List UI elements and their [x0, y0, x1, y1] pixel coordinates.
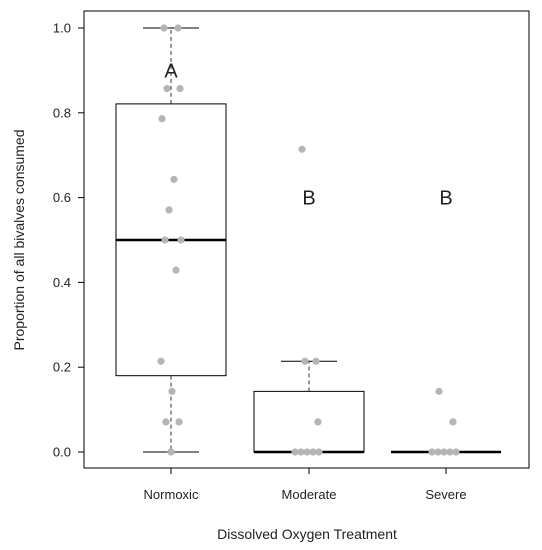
data-point	[291, 448, 299, 456]
data-point	[163, 85, 171, 93]
y-axis: 0.0 0.2 0.4 0.6 0.8 1.0	[53, 21, 85, 460]
point-series	[157, 24, 460, 456]
x-tick-label: Moderate	[282, 487, 337, 502]
group-letters: A B B	[164, 60, 452, 209]
data-point	[162, 418, 170, 426]
data-point	[177, 236, 185, 244]
data-point	[167, 448, 175, 456]
x-axis: Normoxic Moderate Severe	[144, 467, 467, 502]
data-point	[165, 206, 173, 214]
data-point	[312, 357, 320, 365]
box-moderate	[253, 360, 365, 454]
data-point	[157, 357, 165, 365]
data-point	[158, 115, 166, 123]
box-iqr	[253, 390, 365, 453]
x-tick-label: Severe	[425, 487, 466, 502]
data-point	[160, 24, 168, 32]
data-point	[172, 266, 180, 274]
data-point	[168, 387, 176, 395]
group-letter: A	[164, 60, 178, 82]
data-point	[446, 448, 454, 456]
data-point	[440, 448, 448, 456]
data-point	[174, 24, 182, 32]
x-axis-title: Dissolved Oxygen Treatment	[217, 526, 397, 542]
data-point	[314, 418, 322, 426]
data-point	[161, 236, 169, 244]
data-point	[298, 145, 306, 153]
data-point	[428, 448, 436, 456]
y-tick-label: 0.6	[53, 190, 71, 205]
y-tick-label: 1.0	[53, 21, 71, 36]
data-point	[176, 85, 184, 93]
data-point	[303, 448, 311, 456]
data-point	[449, 418, 457, 426]
group-letter: B	[439, 188, 452, 210]
y-tick-label: 0.2	[53, 360, 71, 375]
data-point	[434, 448, 442, 456]
group-letter: B	[302, 188, 315, 210]
data-point	[309, 448, 317, 456]
y-tick-label: 0.4	[53, 275, 71, 290]
data-point	[435, 387, 443, 395]
y-tick-label: 0.0	[53, 445, 71, 460]
data-point	[297, 448, 305, 456]
box-normoxic	[115, 27, 227, 453]
data-point	[175, 418, 183, 426]
data-point	[315, 448, 323, 456]
box-series	[115, 27, 501, 454]
x-tick-label: Normoxic	[144, 487, 199, 502]
y-axis-title: Proportion of all bivalves consumed	[11, 129, 27, 350]
data-point	[452, 448, 460, 456]
data-point	[170, 175, 178, 183]
data-point	[301, 357, 309, 365]
y-tick-label: 0.8	[53, 105, 71, 120]
